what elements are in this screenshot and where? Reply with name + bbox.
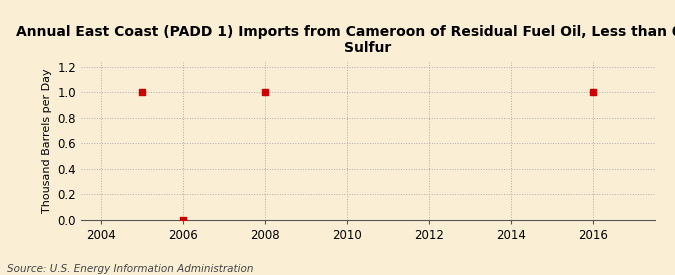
Title: Annual East Coast (PADD 1) Imports from Cameroon of Residual Fuel Oil, Less than: Annual East Coast (PADD 1) Imports from … (16, 25, 675, 55)
Point (137, 90, 148, 95)
Point (260, 90, 271, 95)
Text: Source: U.S. Energy Information Administration: Source: U.S. Energy Information Administ… (7, 264, 253, 274)
Y-axis label: Thousand Barrels per Day: Thousand Barrels per Day (42, 68, 52, 213)
Point (178, 218, 189, 222)
Point (588, 90, 599, 95)
